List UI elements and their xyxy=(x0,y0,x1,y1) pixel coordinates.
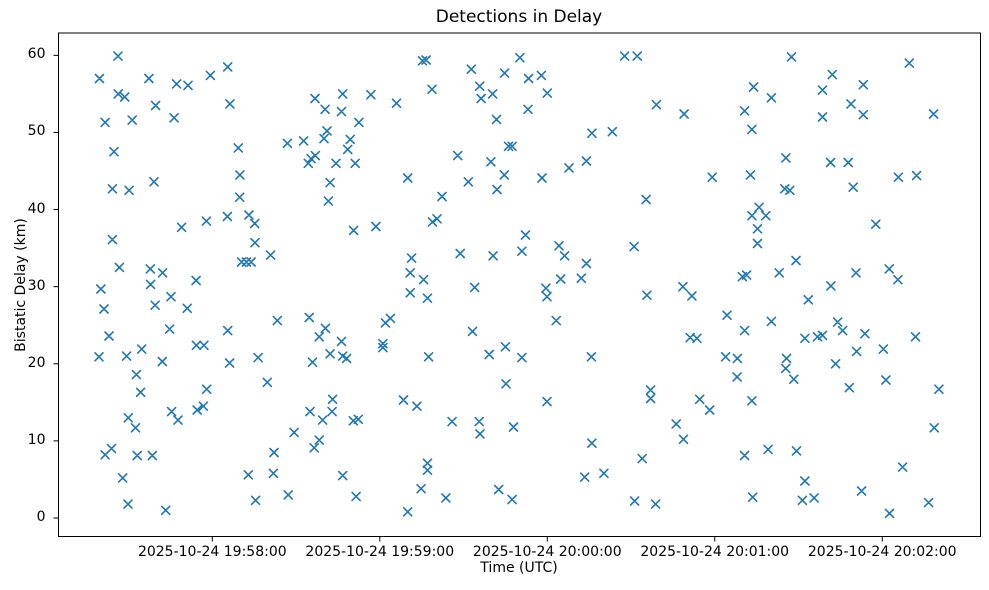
x-axis-label: Time (UTC) xyxy=(480,560,558,576)
scatter-points xyxy=(94,51,944,519)
y-tick-label: 30 xyxy=(27,277,46,294)
y-tick-label: 50 xyxy=(27,123,46,140)
plot-spines xyxy=(58,32,981,537)
y-tick-label: 40 xyxy=(27,200,46,217)
y-tick-label: 60 xyxy=(27,46,46,63)
x-tick-label: 2025-10-24 20:01:00 xyxy=(640,543,790,560)
x-tick-label: 2025-10-24 20:02:00 xyxy=(807,543,957,560)
x-tick-label: 2025-10-24 19:58:00 xyxy=(137,543,287,560)
y-axis-label: Bistatic Delay (km) xyxy=(13,218,29,352)
x-tick-label: 2025-10-24 20:00:00 xyxy=(472,543,622,560)
y-tick-label: 0 xyxy=(36,508,46,525)
x-tick-label: 2025-10-24 19:59:00 xyxy=(305,543,455,560)
y-tick-label: 10 xyxy=(27,431,46,448)
y-tick-label: 20 xyxy=(27,354,46,371)
chart-title: Detections in Delay xyxy=(435,7,603,27)
